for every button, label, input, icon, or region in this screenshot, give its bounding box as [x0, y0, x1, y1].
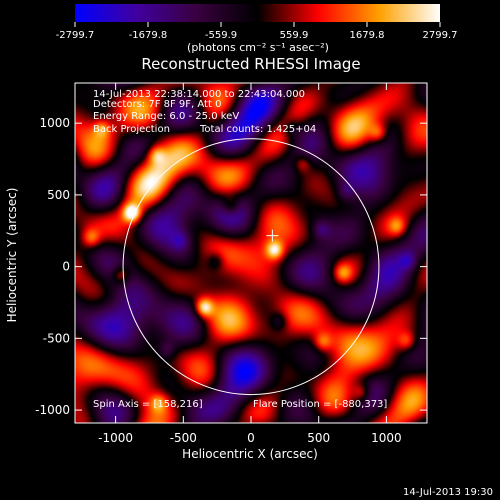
colorbar	[75, 4, 440, 22]
heatmap-raster	[75, 83, 427, 423]
colorbar-tick-label: -559.9	[205, 30, 237, 41]
y-tick-label: -1000	[35, 403, 70, 417]
annotation-counts: Total counts: 1.425+04	[199, 124, 316, 135]
y-axis-label: Heliocentric Y (arcsec)	[5, 188, 19, 323]
colorbar-unit-label: (photons cm⁻² s⁻¹ asec⁻²)	[187, 41, 329, 54]
colorbar-tick-label: -2799.7	[56, 30, 95, 41]
y-tick-label: 0	[62, 260, 70, 274]
annotation-time-range: 14-Jul-2013 22:38:14.000 to 22:43:04.000	[93, 89, 305, 100]
colorbar-tick-label: 2799.7	[423, 30, 458, 41]
annotation-detectors: Detectors: 7F 8F 9F, Att 0	[93, 99, 221, 110]
y-tick-label: -500	[43, 331, 70, 345]
x-tick-label: -500	[170, 431, 197, 445]
annotation-spin-axis: Spin Axis = [158,216]	[93, 399, 203, 410]
x-axis-label: Heliocentric X (arcsec)	[182, 447, 318, 461]
annotation-energy: Energy Range: 6.0 - 25.0 keV	[93, 111, 239, 122]
date-stamp: 14-Jul-2013 19:30	[403, 487, 493, 498]
colorbar-tick-label: -1679.8	[129, 30, 168, 41]
x-tick-label: 1000	[371, 431, 402, 445]
solar-limb-circle	[122, 138, 380, 396]
axis-ticks: -1000 -500 0 500 1000 -1000 -500 0 500 1000	[35, 83, 427, 445]
annotation-flare-position: Flare Position = [-880,373]	[253, 399, 387, 410]
colorbar-tick-label: 1679.8	[349, 30, 384, 41]
y-tick-label: 1000	[39, 116, 70, 130]
colorbar-tick-label: 559.9	[280, 30, 309, 41]
x-tick-label: 500	[307, 431, 330, 445]
colorbar-ticks: -2799.7 -1679.8 -559.9 559.9 1679.8 2799.7	[56, 22, 458, 41]
annotation-method: Back Projection	[93, 124, 170, 135]
y-tick-label: 500	[47, 188, 70, 202]
heatmap-image	[75, 83, 427, 423]
chart-title: Reconstructed RHESSI Image	[141, 55, 360, 73]
x-tick-label: 0	[247, 431, 255, 445]
crosshair-marker	[266, 229, 279, 242]
x-tick-label: -1000	[98, 431, 133, 445]
